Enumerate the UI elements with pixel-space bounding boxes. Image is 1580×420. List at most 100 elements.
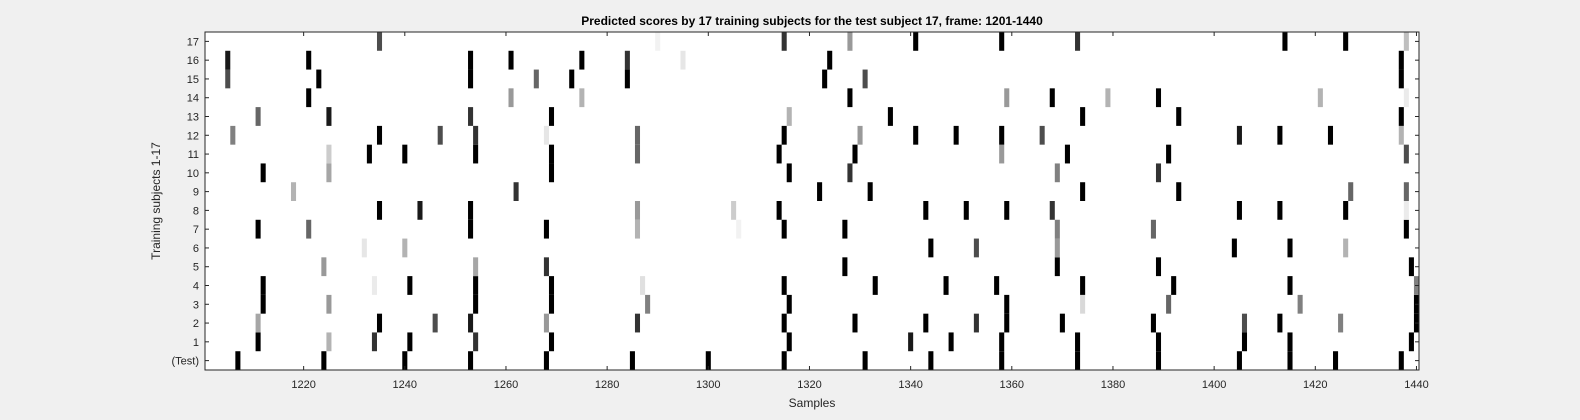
heatmap-cell (963, 201, 969, 220)
heatmap-cell (736, 219, 742, 239)
heatmap-cell (235, 351, 241, 370)
heatmap-cell (786, 107, 792, 126)
heatmap-cell (1403, 32, 1409, 51)
heatmap-cell (417, 201, 423, 220)
heatmap-cell (953, 125, 959, 145)
heatmap-cell (862, 351, 868, 370)
heatmap-cell (473, 125, 479, 145)
heatmap-cell (255, 332, 261, 352)
heatmap-cell (1054, 238, 1060, 258)
y-tick-label: 3 (193, 299, 199, 311)
heatmap-cell (326, 163, 332, 183)
heatmap-cell (786, 294, 792, 314)
x-tick-label: 1380 (1101, 379, 1125, 391)
heatmap-cell (1049, 201, 1055, 220)
y-tick-label: 1 (193, 337, 199, 349)
y-tick-label: 15 (187, 74, 199, 86)
heatmap-cell (376, 201, 383, 220)
heatmap-cell (655, 32, 661, 51)
heatmap-cell (548, 332, 555, 352)
y-tick-label: 7 (193, 224, 199, 236)
heatmap-cell (306, 219, 312, 239)
heatmap-cell (1080, 294, 1086, 314)
heatmap-cell (1004, 294, 1010, 314)
heatmap-cell (402, 351, 408, 370)
heatmap-cell (1317, 88, 1323, 108)
heatmap-cell (260, 294, 266, 314)
x-tick-label: 1340 (898, 379, 922, 391)
heatmap-cell (548, 107, 555, 126)
x-tick-label: 1240 (393, 379, 417, 391)
heatmap-cell (1277, 201, 1283, 220)
heatmap-cell (376, 125, 383, 145)
heatmap-cell (1054, 219, 1060, 239)
heatmap-cell (1080, 276, 1086, 295)
heatmap-cell (857, 125, 863, 145)
y-tick-label: (Test) (172, 356, 200, 368)
heatmap-cell (827, 50, 833, 70)
y-tick-label: 4 (193, 281, 199, 293)
heatmap-cell (1403, 144, 1409, 164)
heatmap-cell (1075, 332, 1081, 352)
heatmap-cells (225, 32, 1419, 370)
y-tick-label: 2 (193, 318, 199, 330)
heatmap-cell (468, 69, 474, 89)
heatmap-cell (913, 125, 919, 145)
heatmap-cell (1408, 332, 1414, 352)
heatmap-cell (634, 201, 641, 220)
heatmap-cell (1277, 313, 1283, 333)
heatmap-cell (225, 69, 231, 89)
heatmap-cell (786, 163, 792, 183)
heatmap-cell (579, 88, 585, 108)
heatmap-cell (1403, 88, 1409, 108)
heatmap-cell (1150, 313, 1156, 333)
y-tick-label: 16 (187, 55, 199, 67)
heatmap-cell (1080, 182, 1086, 201)
heatmap-cell (1282, 32, 1288, 51)
heatmap-cell (1403, 182, 1409, 201)
heatmap-cell (872, 276, 878, 295)
heatmap-cell (1049, 88, 1055, 108)
heatmap-cell (543, 125, 549, 145)
y-axis-label: Training subjects 1-17 (149, 142, 163, 260)
heatmap-cell (999, 351, 1005, 370)
heatmap-cell (407, 276, 413, 295)
heatmap-cell (569, 69, 575, 89)
x-tick-label: 1300 (696, 379, 720, 391)
heatmap-cell (1150, 219, 1156, 239)
heatmap-cell (645, 294, 651, 314)
heatmap-cell (634, 125, 641, 145)
heatmap-cell (402, 144, 408, 164)
heatmap-cell (973, 313, 979, 333)
heatmap-cell (781, 32, 787, 51)
heatmap-cell (852, 313, 858, 333)
heatmap-cell (634, 144, 641, 164)
heatmap-cell (731, 201, 737, 220)
heatmap-cell (376, 313, 383, 333)
heatmap-cell (680, 50, 686, 70)
heatmap-cell (928, 238, 934, 258)
heatmap-cell (468, 219, 474, 239)
heatmap-cell (1333, 351, 1339, 370)
heatmap-cell (1241, 332, 1248, 352)
heatmap-cell (705, 351, 711, 370)
heatmap-cell (255, 313, 261, 333)
heatmap-cell (376, 32, 383, 51)
heatmap-cell (1408, 257, 1414, 277)
heatmap-cell (1155, 332, 1162, 352)
heatmap-cell (999, 144, 1005, 164)
heatmap-cell (973, 238, 979, 258)
heatmap-cell (1348, 182, 1354, 201)
y-tick-label: 10 (187, 168, 199, 180)
heatmap-cell (533, 69, 539, 89)
heatmap-cell (1166, 294, 1172, 314)
y-tick-label: 11 (188, 149, 199, 161)
heatmap-cell (407, 332, 413, 352)
heatmap-cell (543, 219, 549, 239)
heatmap-cell (1155, 88, 1162, 108)
heatmap-cell (371, 276, 377, 295)
heatmap-cell (999, 125, 1005, 145)
heatmap-cell (371, 332, 377, 352)
heatmap-cell (640, 276, 646, 295)
